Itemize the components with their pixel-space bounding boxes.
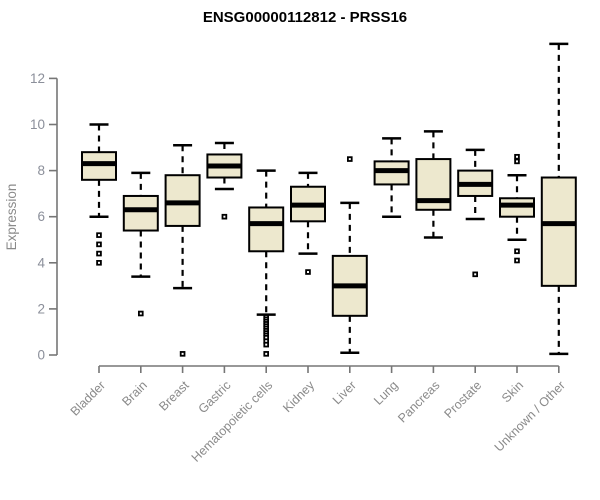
- outlier-square-center: [265, 343, 268, 346]
- outlier-point: [96, 260, 102, 266]
- x-tick-label: Lung: [371, 378, 401, 408]
- box-bladder: [81, 123, 117, 266]
- y-axis-label: Expression: [4, 184, 19, 251]
- box-brain: [122, 171, 159, 317]
- outlier-square-center: [139, 312, 142, 315]
- outlier-point: [514, 257, 520, 264]
- outlier-square-center: [307, 271, 309, 274]
- box-kidney: [290, 171, 326, 275]
- y-tick-label: 10: [30, 117, 45, 132]
- y-tick-label: 4: [37, 255, 45, 270]
- outlier-point: [96, 250, 102, 257]
- x-tick-label: Pancreas: [395, 378, 442, 425]
- x-tick-label: Skin: [499, 378, 526, 405]
- box-lung: [373, 137, 410, 218]
- x-tick-label: Hematopoietic cells: [189, 378, 276, 465]
- iqr-box: [248, 206, 285, 253]
- y-tick-label: 8: [37, 163, 45, 178]
- axes-layer: 0 2 4 6 8 10 12 Bladder Brain Breast GastricHemato…: [30, 71, 568, 465]
- outlier-square-center: [348, 158, 351, 161]
- outlier-square-center: [516, 155, 518, 158]
- x-tick-label: Brain: [119, 378, 150, 409]
- outlier-point: [138, 310, 144, 317]
- outlier-square-center: [265, 336, 268, 339]
- box-liver: [331, 156, 368, 354]
- box-skin: [499, 153, 535, 264]
- x-tick-label: Gastric: [196, 378, 234, 416]
- outlier-point: [96, 241, 102, 248]
- outlier-square-center: [223, 215, 226, 218]
- outlier-point: [472, 271, 478, 278]
- outlier-square-center: [98, 261, 100, 264]
- box-breast: [164, 143, 201, 357]
- outlier-point: [263, 334, 269, 341]
- iqr-box: [122, 194, 159, 232]
- box-prostate: [457, 148, 494, 278]
- x-tick-label: Bladder: [68, 378, 108, 418]
- box-unknown-other: [540, 42, 577, 356]
- outlier-square-center: [265, 340, 268, 343]
- outlier-square-center: [516, 250, 518, 253]
- x-tick-label: Prostate: [441, 378, 484, 421]
- outlier-square-center: [98, 234, 100, 237]
- outlier-point: [514, 158, 520, 165]
- outlier-square-center: [98, 252, 100, 255]
- outlier-point: [263, 338, 269, 344]
- outlier-square-center: [516, 160, 518, 163]
- boxes-layer: [81, 42, 577, 357]
- outlier-point: [514, 248, 520, 255]
- x-tick-label: Kidney: [280, 378, 317, 415]
- box-hematopoietic-cells: [248, 169, 285, 357]
- box-gastric: [206, 141, 243, 220]
- outlier-point: [263, 341, 269, 348]
- x-tick-label: Breast: [156, 378, 192, 414]
- outlier-square-center: [265, 352, 268, 355]
- outlier-square-center: [98, 243, 100, 246]
- y-tick-label: 6: [37, 209, 45, 224]
- x-tick-label: Unknown / Other: [492, 378, 568, 454]
- outlier-square-center: [516, 259, 518, 262]
- y-tick-label: 2: [37, 301, 45, 316]
- box-pancreas: [415, 130, 452, 239]
- x-tick-label: Liver: [330, 378, 359, 407]
- outlier-square-center: [474, 273, 477, 276]
- outlier-point: [514, 153, 520, 160]
- y-tick-label: 0: [37, 348, 45, 363]
- chart-title: ENSG00000112812 - PRSS16: [203, 9, 407, 26]
- iqr-box: [540, 176, 577, 287]
- outlier-point: [305, 269, 311, 275]
- outlier-point: [263, 351, 269, 357]
- outlier-point: [96, 232, 102, 238]
- outlier-point: [221, 213, 228, 220]
- outlier-point: [179, 351, 186, 357]
- y-tick-label: 12: [30, 71, 45, 86]
- outlier-square-center: [181, 352, 184, 355]
- outlier-point: [347, 156, 353, 162]
